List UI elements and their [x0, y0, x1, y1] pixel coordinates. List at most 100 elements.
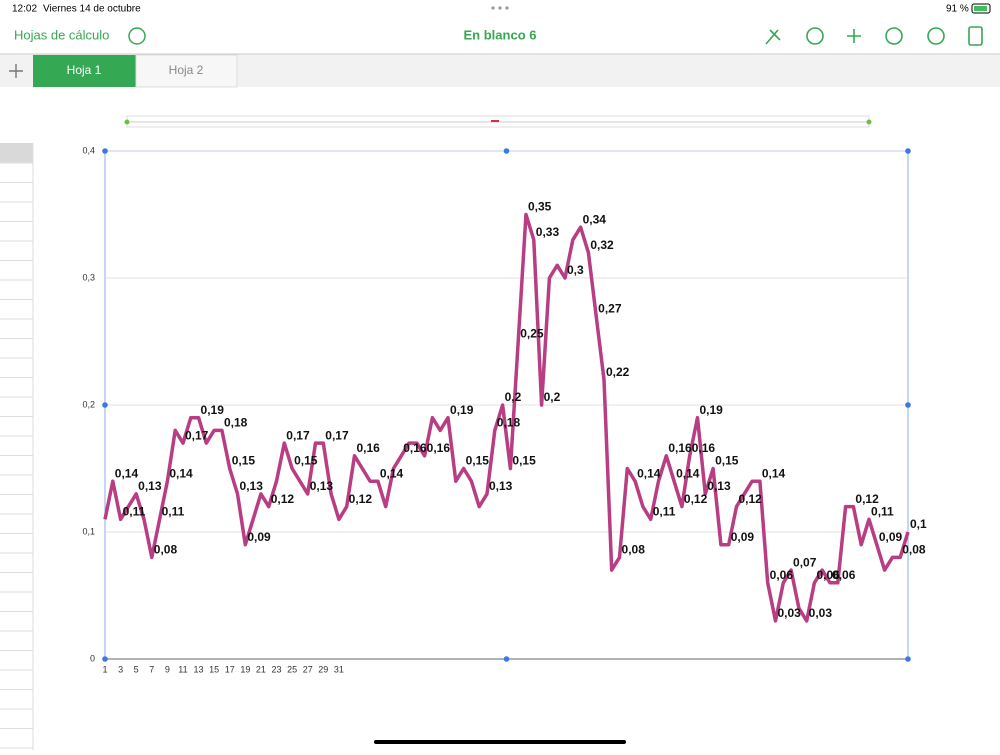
selection-handle: [905, 656, 911, 662]
back-button[interactable]: Hojas de cálculo: [14, 27, 109, 42]
battery-level: 91 %: [946, 4, 969, 15]
data-label: 0,11: [653, 504, 676, 518]
handle: [866, 119, 872, 125]
x-tick-label: 31: [334, 664, 344, 674]
data-label: 0,12: [738, 492, 762, 506]
data-label: 0,1: [910, 517, 927, 531]
data-label: 0,15: [466, 454, 490, 468]
data-label: 0,2: [505, 390, 522, 404]
selection-handle: [905, 402, 911, 408]
data-label: 0,2: [544, 390, 561, 404]
selection-handle: [503, 656, 510, 662]
data-label: 0,16: [692, 441, 716, 455]
y-tick-label: 0,2: [82, 399, 95, 409]
more-button[interactable]: [927, 27, 945, 45]
tab-label[interactable]: Hoja 1: [67, 63, 102, 77]
data-label: 0,25: [520, 327, 544, 341]
data-label: 0,17: [286, 428, 310, 442]
data-label: 0,14: [169, 466, 193, 480]
x-tick-label: 5: [134, 664, 139, 674]
data-label: 0,03: [809, 606, 833, 620]
column-header: [0, 143, 33, 163]
x-tick-label: 25: [287, 664, 297, 674]
data-label: 0,14: [676, 466, 700, 480]
data-label: 0,14: [380, 466, 404, 480]
data-label: 0,14: [115, 466, 139, 480]
data-label: 0,08: [154, 543, 178, 557]
x-tick-label: 21: [256, 664, 266, 674]
data-label: 0,17: [185, 428, 209, 442]
data-label: 0,15: [294, 454, 318, 468]
data-label: 0,33: [536, 225, 560, 239]
data-label: 0,14: [762, 466, 786, 480]
data-label: 0,17: [325, 428, 349, 442]
y-tick-label: 0,3: [82, 272, 95, 282]
x-tick-label: 9: [165, 664, 170, 674]
data-label: 0,08: [902, 543, 926, 557]
format-button[interactable]: [765, 29, 781, 45]
y-tick-label: 0,4: [82, 145, 95, 155]
x-tick-label: 29: [318, 664, 328, 674]
x-tick-label: 27: [303, 664, 313, 674]
add-button[interactable]: [847, 29, 861, 43]
data-label: 0,12: [271, 492, 295, 506]
data-label: 0,15: [232, 454, 256, 468]
tab[interactable]: [135, 54, 238, 88]
data-label: 0,13: [240, 479, 264, 493]
home-indicator: [374, 740, 626, 744]
data-label: 0,06: [816, 568, 840, 582]
x-tick-label: 3: [118, 664, 123, 674]
battery-icon: [971, 3, 991, 14]
data-label: 0,03: [777, 606, 801, 620]
tab-label[interactable]: Hoja 2: [169, 63, 204, 77]
data-label: 0,11: [123, 504, 146, 518]
y-tick-label: 0: [90, 653, 95, 663]
data-label: 0,3: [567, 263, 584, 277]
data-label: 0,35: [528, 200, 552, 214]
data-label: 0,13: [707, 479, 731, 493]
data-line: [103, 212, 910, 623]
data-label: 0,06: [770, 568, 794, 582]
data-label: 0,16: [356, 441, 380, 455]
data-label: 0,09: [247, 530, 271, 544]
data-label: 0,34: [583, 212, 607, 226]
data-label: 0,13: [489, 479, 513, 493]
data-label: 0,16: [403, 441, 427, 455]
data-label: 0,09: [879, 530, 903, 544]
add-sheet-button[interactable]: [9, 64, 23, 78]
data-label: 0,12: [855, 492, 879, 506]
collaborate-button[interactable]: [885, 27, 903, 45]
undo-button[interactable]: [128, 27, 146, 45]
selection-handle: [102, 402, 108, 408]
data-label: 0,16: [427, 441, 451, 455]
data-label: 0,06: [832, 568, 856, 582]
selection-handle: [102, 148, 108, 154]
x-tick-label: 1: [102, 664, 107, 674]
document-title: En blanco 6: [464, 27, 537, 42]
data-label: 0,16: [668, 441, 692, 455]
y-tick-label: 0,1: [82, 526, 95, 536]
data-label: 0,12: [349, 492, 373, 506]
data-label: 0,32: [590, 238, 614, 252]
x-tick-label: 15: [209, 664, 219, 674]
handle: [124, 119, 130, 125]
data-label: 0,11: [871, 504, 894, 518]
sheet-column: [0, 143, 34, 750]
data-label: 0,19: [700, 403, 724, 417]
selection-handle: [905, 148, 911, 154]
selection-handle: [503, 148, 510, 154]
x-tick-label: 19: [240, 664, 250, 674]
x-tick-label: 23: [272, 664, 282, 674]
filter-button[interactable]: [806, 27, 824, 45]
data-label: 0,09: [731, 530, 755, 544]
battery-fill: [974, 6, 987, 11]
selection-handle: [102, 656, 108, 662]
data-label: 0,18: [497, 416, 521, 430]
x-tick-label: 13: [194, 664, 204, 674]
x-tick-label: 17: [225, 664, 235, 674]
tab-active[interactable]: [33, 55, 136, 87]
document-button[interactable]: [968, 26, 983, 46]
status-time: 12:02: [12, 4, 37, 15]
data-label: 0,07: [793, 555, 817, 569]
